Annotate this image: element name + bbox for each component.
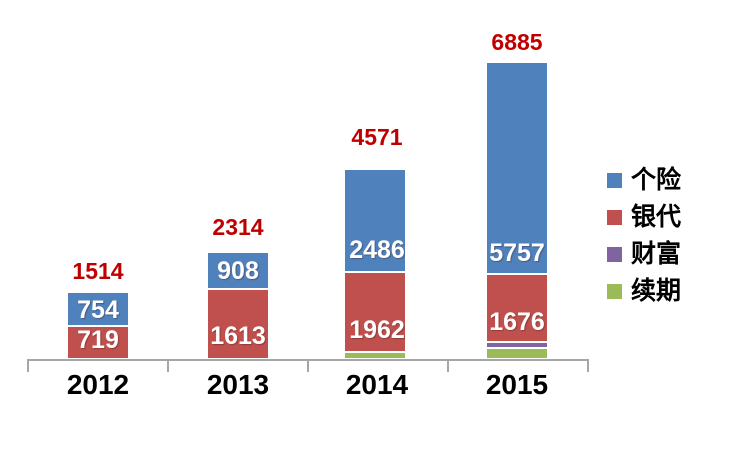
segment-value-label: 1962 xyxy=(349,316,405,344)
bar-2015-segment-财富 xyxy=(487,343,547,347)
segment-value-label: 5757 xyxy=(489,239,545,267)
x-axis-tick xyxy=(167,359,169,372)
total-value-label: 1514 xyxy=(72,258,124,284)
x-axis-tick xyxy=(27,359,29,372)
bar-2013-segment-银代 xyxy=(208,290,268,358)
chart-legend: 个险 银代 财富 续期 xyxy=(607,162,681,310)
legend-color-swatch xyxy=(607,210,622,225)
bar-2012-segment-个险 xyxy=(68,293,128,325)
segment-value-label: 2486 xyxy=(349,236,405,264)
bar-2014-segment-续期 xyxy=(345,353,405,358)
legend-item-个险: 个险 xyxy=(607,162,681,199)
legend-item-财富: 财富 xyxy=(607,236,681,273)
bar-2014-segment-银代 xyxy=(345,273,405,351)
x-axis-label-2014: 2014 xyxy=(345,369,409,400)
total-value-label: 4571 xyxy=(351,124,403,150)
legend-item-label: 个险 xyxy=(631,166,682,194)
total-value-label: 6885 xyxy=(491,29,543,55)
legend-color-swatch xyxy=(607,247,622,262)
legend-item-续期: 续期 xyxy=(607,273,681,310)
legend-color-swatch xyxy=(607,173,622,188)
x-axis-label-2015: 2015 xyxy=(485,369,549,400)
legend-item-label: 银代 xyxy=(631,203,682,231)
segment-value-label: 1676 xyxy=(489,308,545,336)
segment-value-label: 754 xyxy=(77,296,119,324)
segment-value-label: 908 xyxy=(217,257,259,285)
bar-2015-segment-续期 xyxy=(487,349,547,358)
bar-2015-segment-个险 xyxy=(487,63,547,273)
x-axis-label-2012: 2012 xyxy=(66,369,130,400)
segment-value-label: 1613 xyxy=(210,322,266,350)
x-axis-tick xyxy=(307,359,309,372)
total-value-label: 2314 xyxy=(212,214,264,240)
bar-2015-segment-银代 xyxy=(487,275,547,341)
x-axis-tick xyxy=(447,359,449,372)
x-axis-label-2013: 2013 xyxy=(206,369,270,400)
legend-item-银代: 银代 xyxy=(607,199,681,236)
bar-2013-segment-个险 xyxy=(208,253,268,288)
legend-item-label: 续期 xyxy=(631,277,682,305)
bar-2012-segment-银代 xyxy=(68,327,128,358)
segment-value-label: 719 xyxy=(77,326,119,354)
bar-2014-segment-个险 xyxy=(345,170,405,271)
legend-item-label: 财富 xyxy=(631,240,682,268)
legend-color-swatch xyxy=(607,284,622,299)
x-axis-tick xyxy=(587,359,589,372)
